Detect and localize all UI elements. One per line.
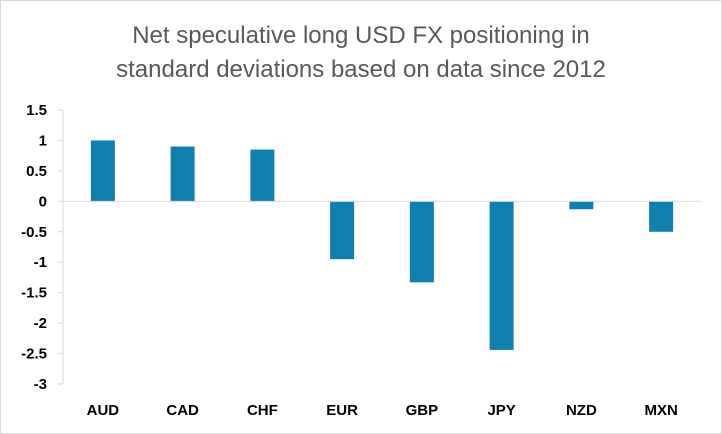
y-tick-label: -2.5 bbox=[21, 346, 47, 363]
chart-title-line-1: Net speculative long USD FX positioning … bbox=[132, 22, 590, 49]
bars bbox=[90, 140, 674, 350]
y-tick-label: -0.5 bbox=[21, 224, 47, 241]
x-tick-label-chf: CHF bbox=[247, 402, 278, 419]
y-tick-label: 1.5 bbox=[26, 102, 47, 119]
y-tick-label: 0.5 bbox=[26, 163, 47, 180]
y-tick-label: -1.5 bbox=[21, 285, 47, 302]
x-tick-label-mxn: MXN bbox=[644, 402, 677, 419]
bar-mxn bbox=[649, 201, 674, 232]
x-tick-label-aud: AUD bbox=[87, 402, 120, 419]
x-tick-label-nzd: NZD bbox=[566, 402, 597, 419]
chart-title-line-2: standard deviations based on data since … bbox=[116, 56, 606, 83]
bar-chf bbox=[250, 149, 275, 202]
x-axis-ticks: AUD CAD CHF EUR GBP JPY NZD MXN bbox=[87, 402, 678, 419]
chart-title: Net speculative long USD FX positioning … bbox=[1, 19, 721, 87]
x-tick-label-cad: CAD bbox=[166, 402, 199, 419]
y-axis-ticks: 1.5 1 0.5 0 -0.5 -1 -1.5 -2 -2.5 -3 bbox=[21, 102, 63, 393]
x-tick-label-jpy: JPY bbox=[487, 402, 515, 419]
bar-jpy bbox=[489, 201, 514, 350]
bar-nzd bbox=[569, 201, 594, 210]
y-tick-label: 1 bbox=[39, 132, 47, 149]
y-tick-label: 0 bbox=[39, 193, 47, 210]
y-tick-label: -1 bbox=[34, 254, 47, 271]
x-tick-label-eur: EUR bbox=[326, 402, 358, 419]
bar-aud bbox=[90, 140, 115, 202]
y-tick-label: -2 bbox=[34, 315, 47, 332]
x-tick-label-gbp: GBP bbox=[406, 402, 439, 419]
bar-cad bbox=[170, 146, 195, 202]
y-tick-label: -3 bbox=[34, 376, 47, 393]
bar-eur bbox=[330, 201, 355, 260]
bar-gbp bbox=[409, 201, 434, 283]
